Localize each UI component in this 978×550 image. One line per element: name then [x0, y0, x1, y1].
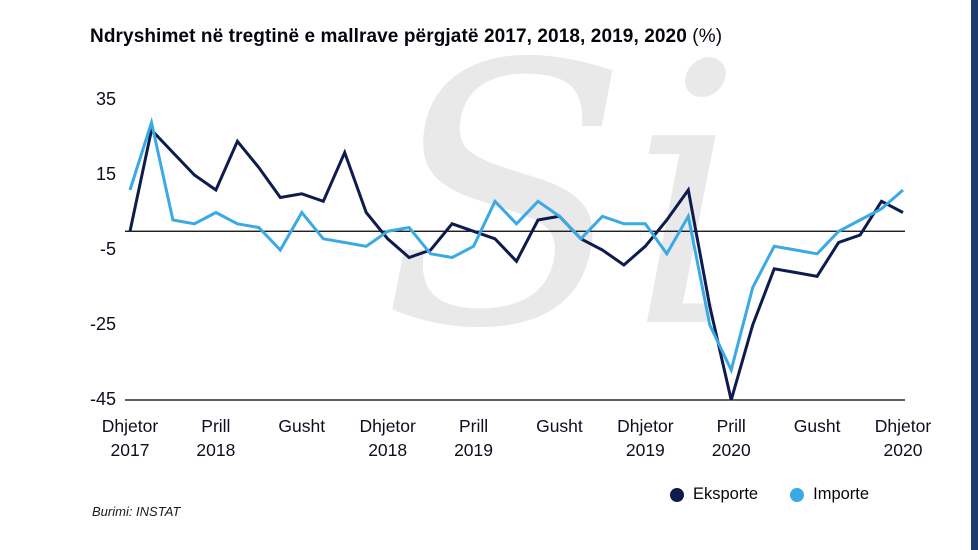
x-tick-year: 2020 [711, 440, 751, 460]
chart-title-main: Ndryshimet në tregtinë e mallrave përgja… [90, 26, 687, 47]
x-tick-month: Gusht [793, 416, 841, 436]
x-tick-month: Dhjetor [874, 416, 932, 436]
x-axis-tick-label: Dhjetor 2019 [597, 414, 693, 462]
eksporte-line [128, 126, 904, 401]
legend-label: Importe [813, 485, 870, 503]
legend-item-importe: Importe [790, 485, 869, 504]
x-axis-tick-label: Dhjetor 2020 [855, 414, 951, 462]
x-tick-year: 2017 [110, 440, 150, 460]
x-tick-year: 2018 [196, 440, 236, 460]
legend-dot-eksporte [670, 487, 684, 502]
y-axis-tick-label: 35 [95, 89, 116, 109]
legend-label: Eksporte [693, 485, 759, 503]
x-tick-month: Dhjetor [359, 416, 416, 436]
x-tick-month: Gusht [536, 416, 583, 436]
y-axis-tick-label: 15 [95, 164, 116, 184]
x-axis-tick-label: Gusht [254, 414, 350, 438]
x-tick-month: Dhjetor [617, 416, 674, 436]
source-note: Burimi: INSTAT [92, 504, 181, 519]
legend-dot-importe [790, 487, 805, 502]
x-tick-month: Dhjetor [101, 416, 159, 436]
x-axis-tick-label: Gusht [769, 414, 865, 438]
x-axis-tick-label: Dhjetor 2018 [340, 414, 436, 462]
x-axis-tick-label: Prill 2018 [168, 414, 264, 462]
x-axis-tick-label: Gusht [511, 414, 607, 438]
x-tick-year: 2020 [883, 440, 923, 460]
right-edge-strip [971, 0, 978, 550]
x-tick-year: 2018 [368, 440, 408, 460]
importe-line [128, 116, 904, 375]
y-axis-tick-label: -45 [89, 389, 116, 409]
x-tick-year: 2019 [454, 440, 494, 460]
x-tick-month: Gusht [278, 416, 326, 436]
legend-item-eksporte: Eksporte [670, 485, 758, 504]
x-tick-month: Prill [716, 416, 746, 436]
x-tick-month: Prill [201, 416, 231, 436]
x-axis-tick-label: Dhjetor 2017 [82, 414, 178, 462]
chart-title: Ndryshimet në tregtinë e mallrave përgja… [90, 26, 722, 48]
legend: Eksporte Importe [670, 485, 869, 504]
x-axis-tick-label: Prill 2019 [426, 414, 522, 462]
y-axis-tick-label: -5 [99, 239, 116, 259]
y-axis-tick-label: -25 [89, 314, 116, 334]
x-tick-month: Prill [458, 416, 489, 436]
x-tick-year: 2019 [625, 440, 665, 460]
chart-title-suffix: (%) [686, 26, 723, 47]
x-axis-tick-label: Prill 2020 [683, 414, 779, 462]
